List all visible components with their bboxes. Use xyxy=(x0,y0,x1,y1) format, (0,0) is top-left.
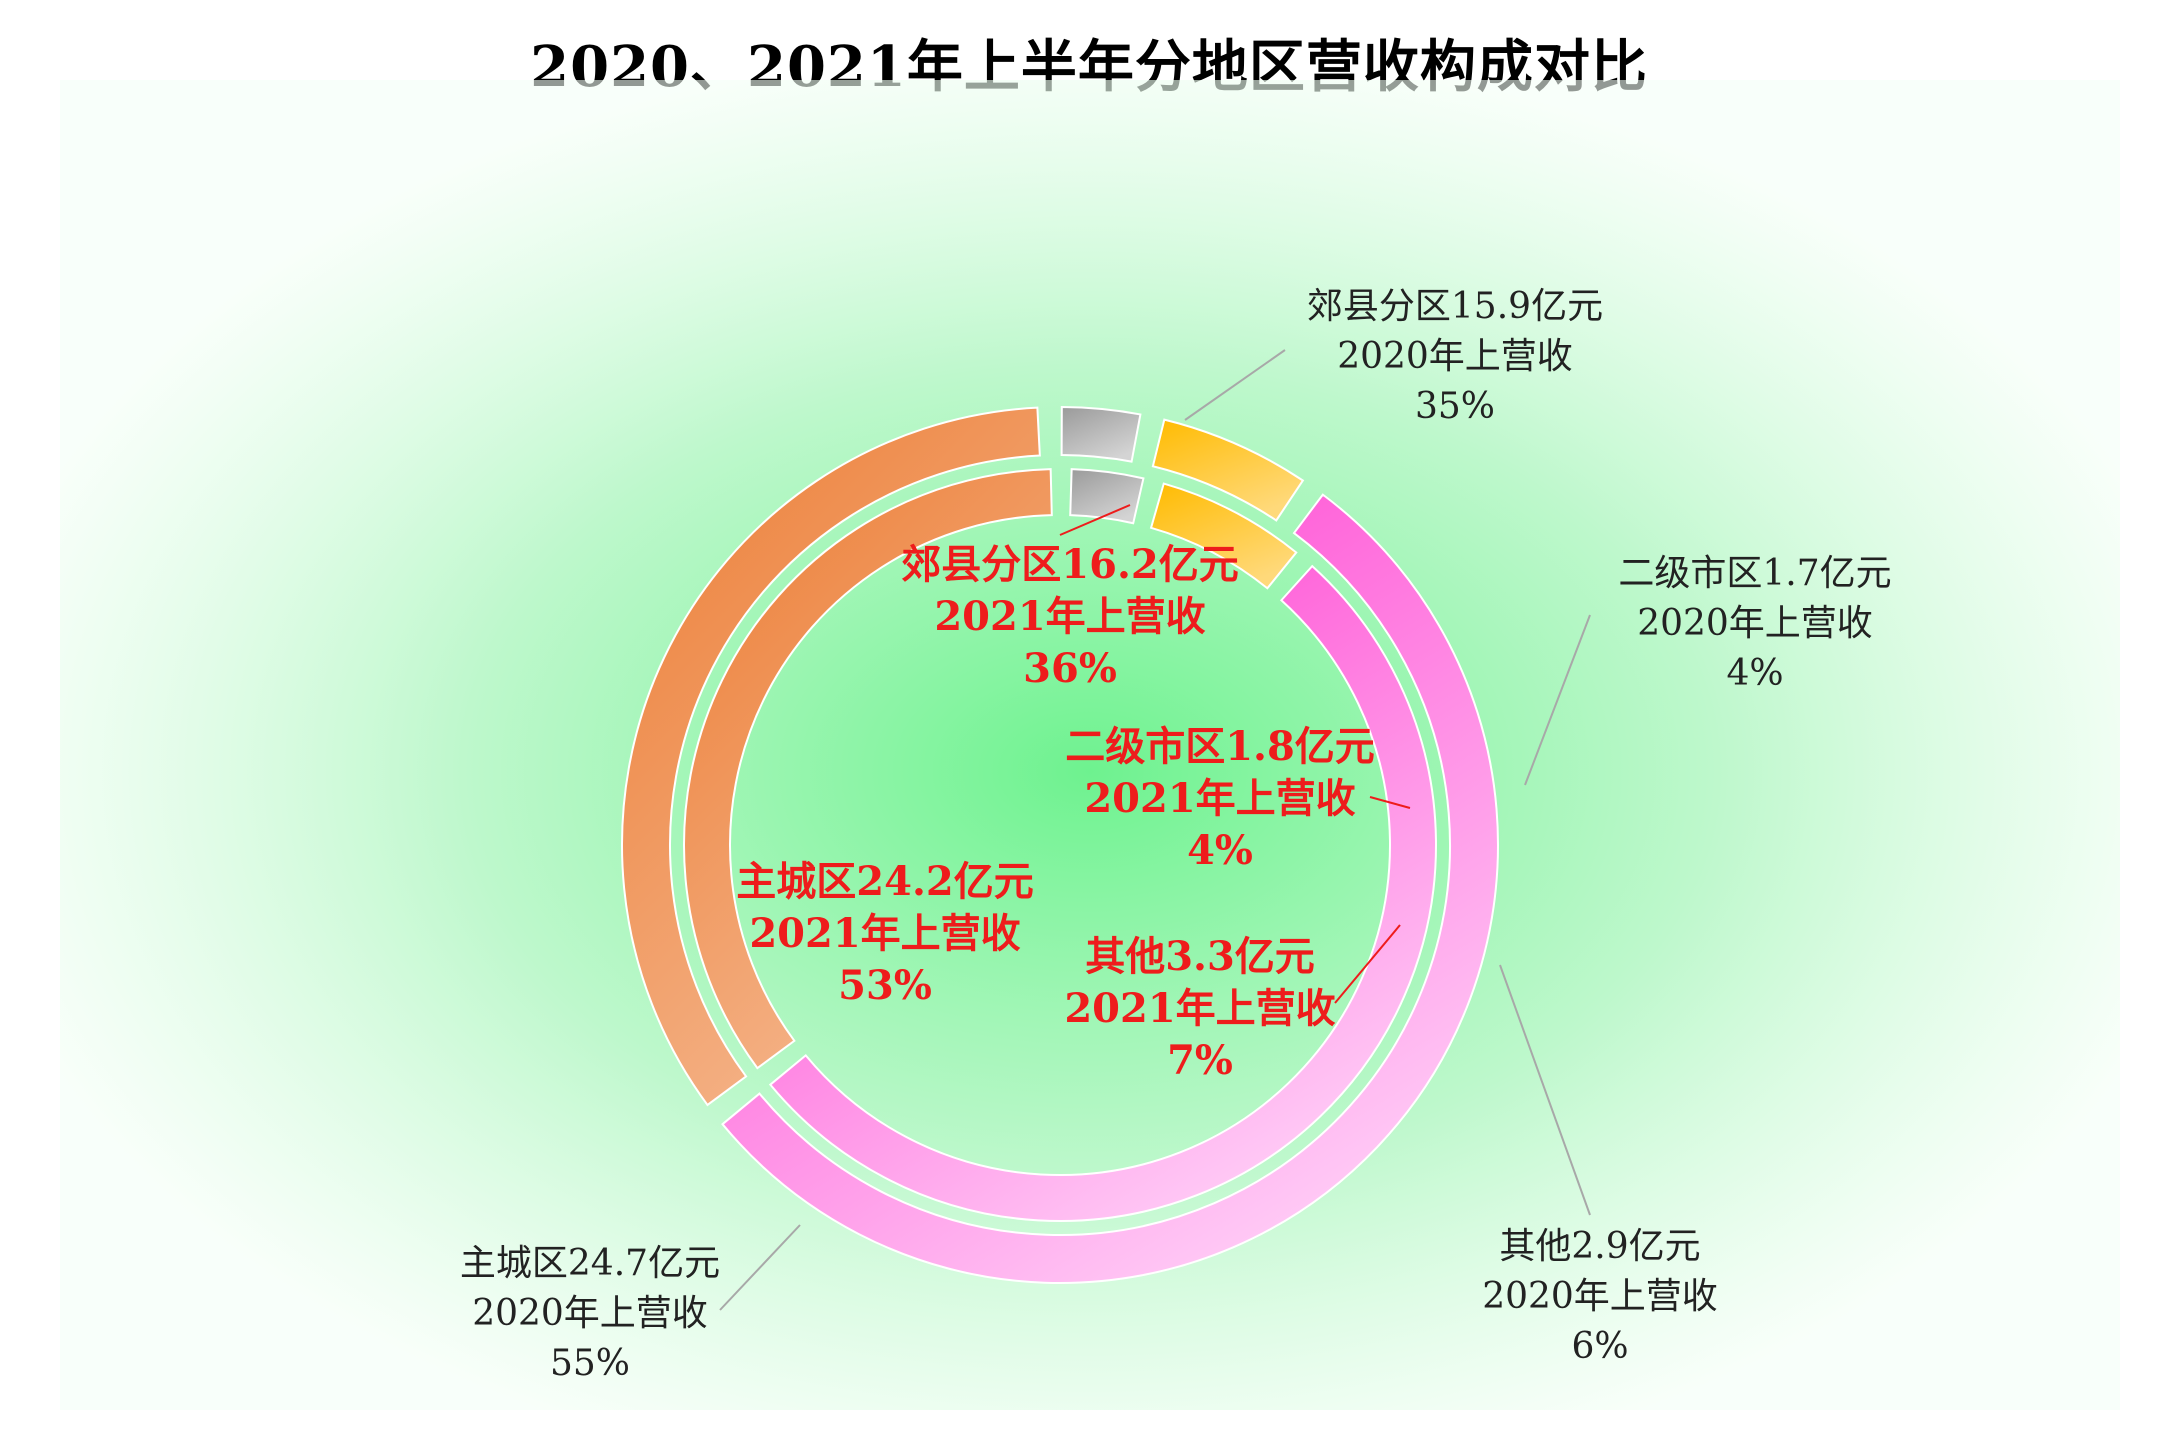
inner-label-line: 2021年上营收 xyxy=(1064,985,1335,1032)
outer-label-line: 2020年上营收 xyxy=(1337,336,1573,377)
inner-label-line: 4% xyxy=(1187,827,1253,874)
inner-leader-line-other xyxy=(1334,924,1401,1004)
outer-label-line: 二级市区1.7亿元 xyxy=(1618,553,1891,594)
inner-ring-segment-secondary-city xyxy=(1069,468,1145,525)
outer-data-label-other: 其他2.9亿元 2020年上营收 6% xyxy=(1482,1226,1718,1367)
inner-leader-line-secondary-city xyxy=(1369,796,1411,809)
inner-leader-line-suburban xyxy=(1059,504,1131,536)
outer-label-line: 2020年上营收 xyxy=(472,1293,708,1334)
inner-label-line: 36% xyxy=(1023,645,1117,692)
inner-data-label-main-city: 主城区24.2亿元 2021年上营收 53% xyxy=(736,858,1033,1009)
outer-leader-line-secondary-city xyxy=(1524,614,1591,786)
inner-label-line: 其他3.3亿元 xyxy=(1085,933,1315,980)
outer-label-line: 郊县分区15.9亿元 xyxy=(1307,286,1603,327)
inner-label-line: 2021年上营收 xyxy=(934,593,1205,640)
outer-data-label-suburban: 郊县分区15.9亿元 2020年上营收 35% xyxy=(1307,286,1603,427)
inner-data-label-secondary-city: 二级市区1.8亿元 2021年上营收 4% xyxy=(1065,723,1375,874)
inner-label-line: 2021年上营收 xyxy=(1084,775,1355,822)
outer-data-label-secondary-city: 二级市区1.7亿元 2020年上营收 4% xyxy=(1618,553,1891,694)
inner-label-line: 郊县分区16.2亿元 xyxy=(901,541,1238,588)
outer-ring-segment-suburban xyxy=(621,406,1041,1107)
inner-label-line: 主城区24.2亿元 xyxy=(736,858,1033,905)
outer-label-line: 2020年上营收 xyxy=(1637,603,1873,644)
outer-label-line: 55% xyxy=(550,1343,630,1384)
outer-label-line: 2020年上营收 xyxy=(1482,1276,1718,1317)
inner-label-line: 二级市区1.8亿元 xyxy=(1065,723,1375,770)
outer-label-line: 其他2.9亿元 xyxy=(1499,1226,1700,1267)
outer-label-line: 4% xyxy=(1726,653,1783,694)
outer-leader-line-main-city xyxy=(719,1224,801,1311)
outer-label-line: 6% xyxy=(1571,1326,1628,1367)
inner-label-line: 7% xyxy=(1167,1037,1233,1084)
outer-label-line: 35% xyxy=(1415,386,1495,427)
inner-ring-segment-suburban xyxy=(683,468,1053,1070)
inner-ring-segment-other xyxy=(1149,482,1298,590)
outer-label-line: 主城区24.7亿元 xyxy=(460,1243,720,1284)
inner-data-label-suburban: 郊县分区16.2亿元 2021年上营收 36% xyxy=(901,541,1238,692)
outer-leader-line-suburban xyxy=(1184,349,1286,421)
inner-label-line: 2021年上营收 xyxy=(749,910,1020,957)
inner-label-line: 53% xyxy=(838,962,932,1009)
inner-data-label-other: 其他3.3亿元 2021年上营收 7% xyxy=(1064,933,1335,1084)
outer-ring-segment-main-city xyxy=(721,493,1499,1284)
outer-ring-segment-secondary-city xyxy=(1060,405,1142,463)
inner-ring-segment-main-city xyxy=(768,564,1437,1222)
outer-leader-line-other xyxy=(1499,964,1591,1216)
outer-data-label-main-city: 主城区24.7亿元 2020年上营收 55% xyxy=(460,1243,720,1384)
outer-ring-segment-other xyxy=(1151,418,1305,522)
